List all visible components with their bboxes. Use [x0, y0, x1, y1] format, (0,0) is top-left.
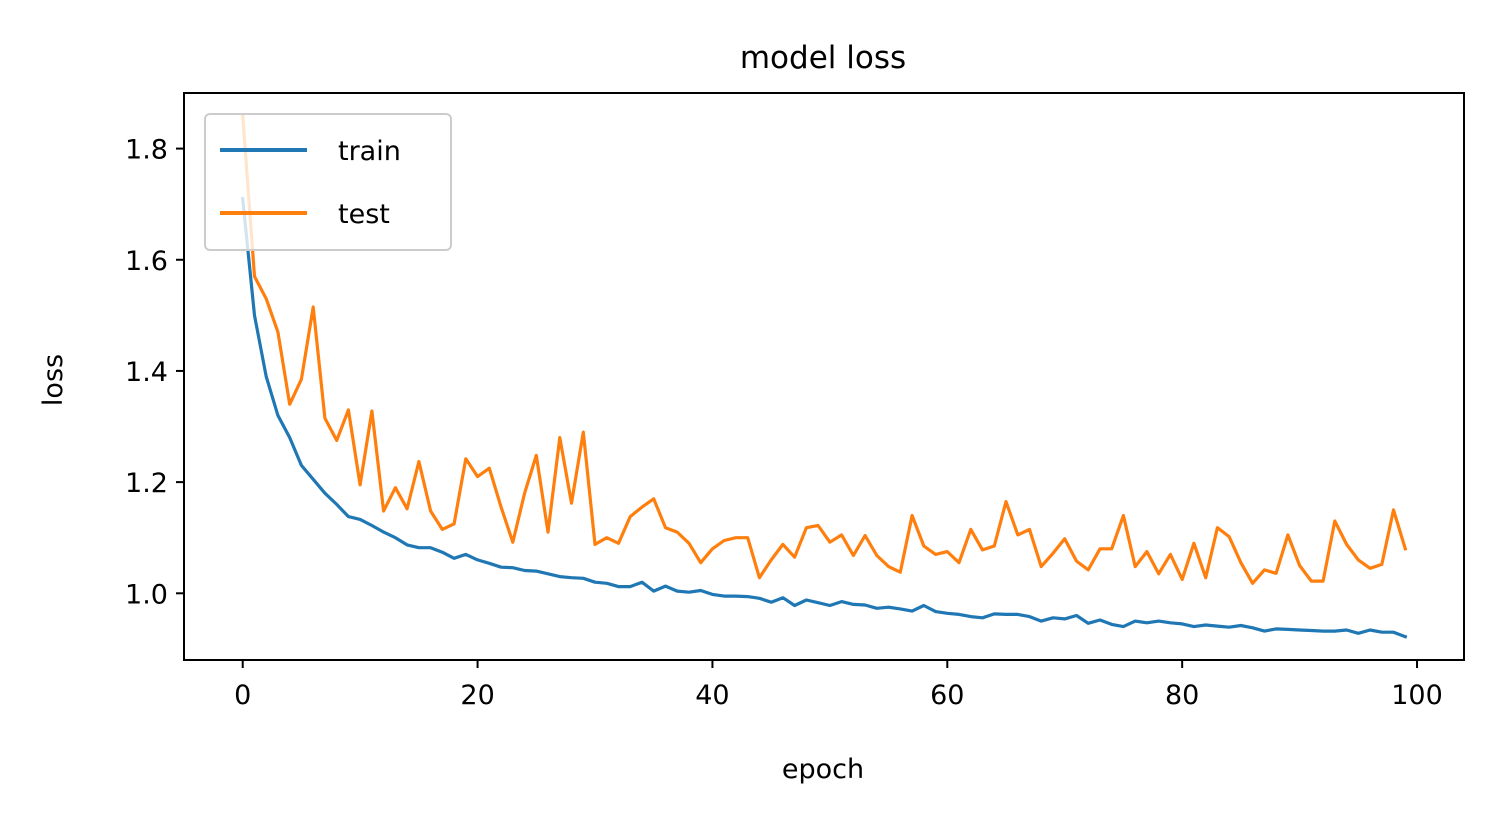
y-tick-label: 1.2: [125, 468, 168, 499]
series-line-test: [240, 113, 1408, 585]
plot-area: [183, 92, 1465, 661]
y-tick-label: 1.4: [125, 357, 168, 388]
series-line-train: [240, 196, 1408, 639]
x-tick-label: 80: [1165, 680, 1199, 711]
series-layer: [240, 113, 1408, 639]
y-axis-label: loss: [38, 354, 69, 406]
legend-label-test: test: [338, 199, 390, 230]
x-axis: 0 20 40 60 80 100: [234, 660, 1443, 711]
legend-label-train: train: [338, 136, 401, 167]
y-axis: 1.0 1.2 1.4 1.6 1.8: [125, 135, 184, 610]
x-tick-label: 0: [234, 680, 251, 711]
x-tick-label: 20: [460, 680, 494, 711]
x-tick-label: 60: [930, 680, 964, 711]
x-tick-label: 100: [1391, 680, 1443, 711]
y-tick-label: 1.8: [125, 135, 168, 166]
legend-box: [204, 113, 452, 251]
x-axis-label: epoch: [782, 754, 864, 785]
plot-frame: [183, 92, 1465, 661]
x-tick-label: 40: [695, 680, 729, 711]
legend: train test: [204, 113, 452, 251]
y-tick-label: 1.6: [125, 246, 168, 277]
chart-title: model loss: [740, 40, 906, 76]
y-tick-label: 1.0: [125, 579, 168, 610]
